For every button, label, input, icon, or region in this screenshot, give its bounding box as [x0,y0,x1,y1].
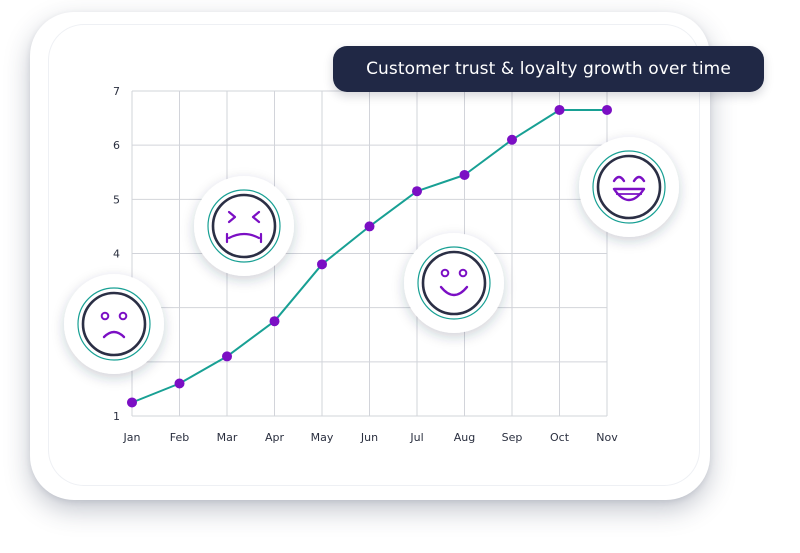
data-points [127,104,612,408]
grin-face-icon [579,137,679,237]
y-tick-label: 5 [113,193,120,206]
data-point [554,104,565,115]
data-point [507,134,517,145]
x-tick-label: Sep [502,431,523,444]
x-tick-label: Jun [360,431,378,444]
data-point [174,378,185,389]
data-point [127,397,137,408]
data-point [459,169,470,180]
data-point [364,221,375,232]
data-point [317,259,327,270]
y-tick-label: 6 [113,139,120,152]
y-tick-label: 7 [113,85,120,98]
sad-face-icon [64,274,164,374]
chart-card-inner [48,24,700,486]
x-tick-label: May [311,431,334,444]
data-point [412,186,422,197]
data-point [269,316,280,327]
x-tick-label: Jul [409,431,423,444]
y-axis-ticks: 1 4 5 6 7 [113,85,120,423]
x-tick-label: Mar [217,431,238,444]
sick-face-icon [194,176,294,276]
x-axis-ticks: Jan Feb Mar Apr May Jun Jul Aug Sep Oct Nov [123,431,619,444]
face-icons [64,137,679,374]
chart-title: Customer trust & loyalty growth over tim… [333,46,764,92]
x-tick-label: Oct [550,431,570,444]
data-point [602,104,612,115]
x-tick-label: Jan [123,431,141,444]
x-tick-label: Apr [265,431,285,444]
y-tick-label: 4 [113,248,120,261]
y-tick-label: 1 [113,410,120,423]
smile-face-icon [404,233,504,333]
data-point [222,351,232,362]
x-tick-label: Feb [170,431,189,444]
x-tick-label: Nov [596,431,618,444]
x-tick-label: Aug [454,431,475,444]
